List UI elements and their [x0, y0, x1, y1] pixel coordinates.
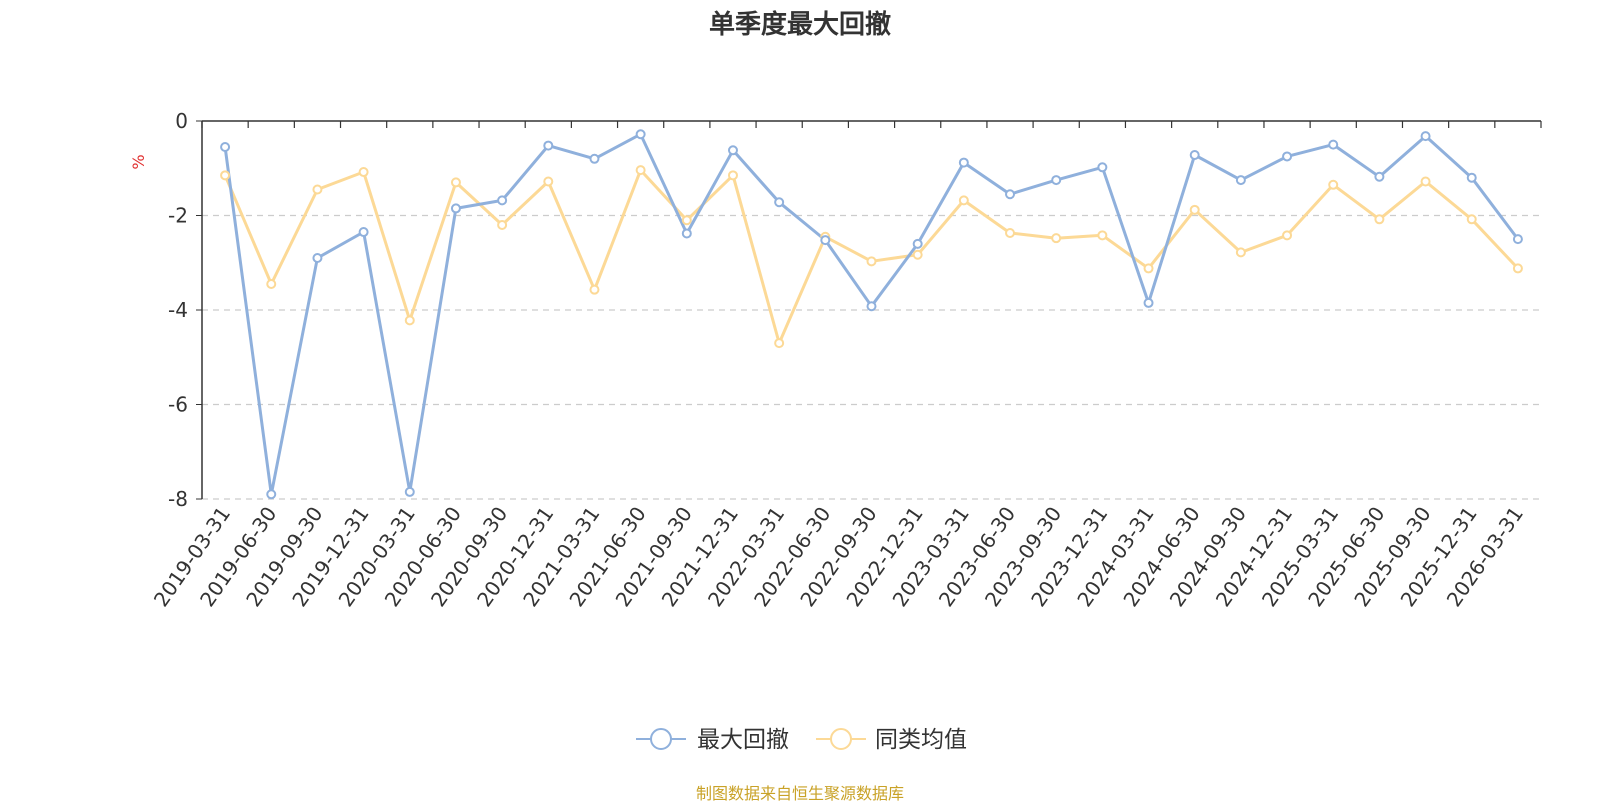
- data-point-peer-average: [1051, 233, 1062, 244]
- data-point-peer-average: [774, 338, 785, 349]
- data-point-peer-average: [681, 215, 692, 226]
- data-point-max-drawdown: [358, 227, 369, 238]
- y-tick-label: -8: [168, 487, 188, 511]
- legend-label: 同类均值: [875, 727, 967, 753]
- source-note: 制图数据来自恒生聚源数据库: [695, 784, 904, 803]
- y-tick-label: -6: [168, 393, 188, 417]
- data-point-peer-average: [358, 167, 369, 178]
- data-point-peer-average: [220, 170, 231, 181]
- data-point-peer-average: [958, 195, 969, 206]
- data-point-peer-average: [727, 170, 738, 181]
- data-point-max-drawdown: [1328, 139, 1339, 150]
- data-point-max-drawdown: [1143, 297, 1154, 308]
- data-point-peer-average: [1282, 230, 1293, 241]
- data-point-max-drawdown: [312, 253, 323, 264]
- legend-marker-icon: [650, 728, 672, 750]
- data-point-peer-average: [1328, 179, 1339, 190]
- data-point-peer-average: [635, 165, 646, 176]
- data-point-max-drawdown: [450, 203, 461, 214]
- data-point-max-drawdown: [1512, 234, 1523, 245]
- data-point-max-drawdown: [958, 157, 969, 168]
- data-point-max-drawdown: [635, 129, 646, 140]
- data-point-peer-average: [1143, 263, 1154, 274]
- data-point-peer-average: [1189, 204, 1200, 215]
- data-point-peer-average: [866, 256, 877, 267]
- data-point-peer-average: [589, 284, 600, 295]
- legend-label: 最大回撤: [697, 727, 789, 753]
- data-point-max-drawdown: [497, 195, 508, 206]
- data-point-max-drawdown: [1235, 175, 1246, 186]
- data-point-max-drawdown: [589, 153, 600, 164]
- data-point-max-drawdown: [727, 145, 738, 156]
- data-point-max-drawdown: [1282, 151, 1293, 162]
- data-point-peer-average: [404, 315, 415, 326]
- data-point-max-drawdown: [543, 140, 554, 151]
- y-tick-label: -2: [168, 204, 188, 228]
- data-point-peer-average: [266, 279, 277, 290]
- data-point-max-drawdown: [1097, 162, 1108, 173]
- data-point-max-drawdown: [404, 486, 415, 497]
- data-point-peer-average: [1374, 214, 1385, 225]
- data-point-max-drawdown: [1005, 189, 1016, 200]
- data-point-max-drawdown: [1051, 175, 1062, 186]
- data-point-max-drawdown: [1466, 172, 1477, 183]
- data-point-max-drawdown: [220, 141, 231, 152]
- data-point-peer-average: [1512, 263, 1523, 274]
- data-point-peer-average: [312, 184, 323, 195]
- data-point-max-drawdown: [681, 228, 692, 239]
- data-point-max-drawdown: [1420, 131, 1431, 142]
- chart-title: 单季度最大回撤: [708, 10, 891, 40]
- data-point-max-drawdown: [820, 235, 831, 246]
- series-line-max-drawdown: [223, 132, 1520, 496]
- data-point-peer-average: [912, 249, 923, 260]
- data-point-peer-average: [1235, 247, 1246, 258]
- data-point-peer-average: [497, 219, 508, 230]
- data-point-max-drawdown: [1189, 150, 1200, 161]
- legend-marker-icon: [830, 728, 852, 750]
- data-point-max-drawdown: [912, 238, 923, 249]
- data-point-peer-average: [450, 177, 461, 188]
- y-tick-label: 0: [175, 109, 188, 133]
- data-point-max-drawdown: [866, 301, 877, 312]
- data-point-max-drawdown: [1374, 171, 1385, 182]
- data-point-peer-average: [543, 176, 554, 187]
- data-point-max-drawdown: [774, 197, 785, 208]
- y-axis-label: %: [129, 154, 148, 169]
- y-tick-label: -4: [168, 298, 188, 322]
- data-point-peer-average: [1466, 214, 1477, 225]
- data-point-peer-average: [1005, 227, 1016, 238]
- data-point-peer-average: [1420, 176, 1431, 187]
- data-point-peer-average: [1097, 230, 1108, 241]
- data-point-max-drawdown: [266, 489, 277, 500]
